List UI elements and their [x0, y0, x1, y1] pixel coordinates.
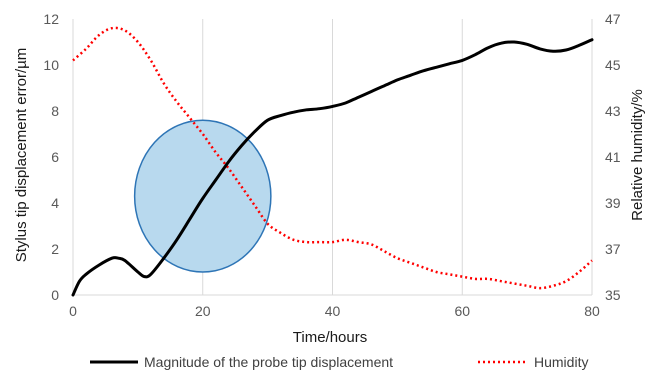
- legend-label-probe-displacement: Magnitude of the probe tip displacement: [144, 354, 393, 370]
- x-axis-title: Time/hours: [293, 329, 367, 346]
- x-tick-label: 60: [454, 303, 470, 319]
- y-right-tick-label: 37: [605, 241, 621, 257]
- legend-label-humidity: Humidity: [534, 354, 588, 370]
- x-tick-label: 80: [584, 303, 600, 319]
- y-left-tick-label: 4: [51, 195, 59, 211]
- y-right-tick-label: 39: [605, 195, 621, 211]
- x-tick-label: 0: [69, 303, 77, 319]
- displacement-series-line: [71, 38, 594, 297]
- y-left-tick-label: 12: [43, 11, 59, 27]
- y-right-tick-label: 45: [605, 57, 621, 73]
- y-right-tick-label: 35: [605, 287, 621, 303]
- x-tick-label: 20: [195, 303, 211, 319]
- y-left-axis-title: Stylus tip displacement error/µm: [13, 48, 30, 263]
- y-left-tick-label: 2: [51, 241, 59, 257]
- y-left-tick-label: 0: [51, 287, 59, 303]
- x-tick-label: 40: [325, 303, 341, 319]
- y-right-tick-label: 47: [605, 11, 621, 27]
- y-right-tick-label: 43: [605, 103, 621, 119]
- y-left-tick-label: 10: [43, 57, 59, 73]
- tick-layer: 0 20 40 60 80 0 2 4 6 8 10 12 35 37 39 41 43 45 47: [43, 11, 620, 319]
- y-left-tick-label: 8: [51, 103, 59, 119]
- series-layer: [71, 26, 594, 297]
- y-right-tick-label: 41: [605, 149, 621, 165]
- grid-layer: [72, 19, 593, 296]
- legend: Magnitude of the probe tip displacement …: [90, 354, 588, 370]
- humidity-series-line: [72, 26, 593, 290]
- y-left-tick-label: 6: [51, 149, 59, 165]
- y-right-axis-title: Relative humidity/%: [629, 89, 646, 221]
